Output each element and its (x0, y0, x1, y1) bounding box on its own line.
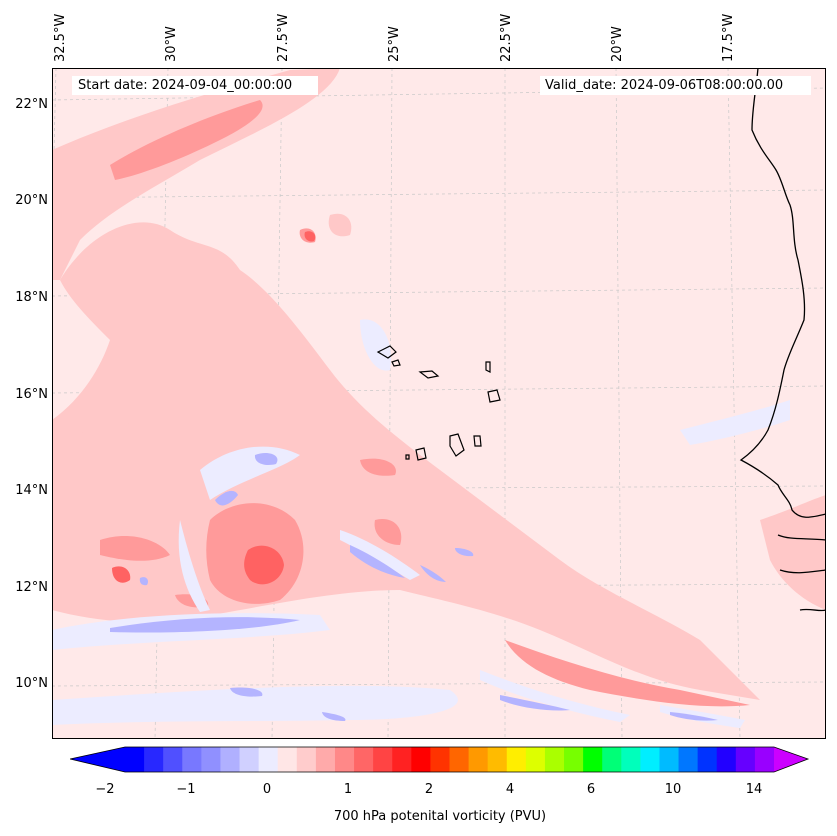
colorbar-cell (678, 747, 699, 772)
colorbar-cell (315, 747, 336, 772)
colorbar-max-extension (774, 747, 808, 772)
lat-label-20n: 20°N (15, 193, 48, 208)
lon-label-32-5w: 32.5°W (53, 13, 68, 62)
lon-label-22-5w: 22.5°W (499, 13, 514, 62)
colorbar-min-extension (70, 747, 125, 772)
coastline (739, 68, 826, 612)
pv-mid-blue-contours (110, 453, 718, 721)
colorbar-cell (583, 747, 603, 772)
colorbar-cell (125, 747, 145, 772)
colorbar-cell (296, 747, 317, 772)
lat-label-10n: 10°N (15, 676, 48, 691)
colorbar-cell (430, 747, 450, 772)
lon-label-20w: 20°W (610, 26, 625, 62)
colorbar-cell (602, 747, 622, 772)
colorbar-cell (564, 747, 584, 772)
lon-label-30w: 30°W (164, 26, 179, 62)
colorbar-cell (354, 747, 374, 772)
colorbar-tick: 10 (664, 782, 682, 797)
colorbar-cell (449, 747, 470, 772)
colorbar-cell (239, 747, 260, 772)
island-outlines (376, 345, 501, 461)
colorbar-tick: 0 (262, 782, 272, 797)
colorbar-tick: 14 (745, 782, 763, 797)
valid-date-label: Valid_date: 2024-09-06T08:00:00.00 (540, 76, 811, 95)
colorbar-tick: 2 (424, 782, 434, 797)
colorbar (70, 746, 810, 773)
colorbar-cell (220, 747, 241, 772)
start-date-label: Start date: 2024-09-04_00:00:00 (72, 76, 318, 95)
colorbar-cell (659, 747, 680, 772)
map-area (52, 68, 826, 739)
colorbar-tick: 4 (505, 782, 515, 797)
colorbar-cell (182, 747, 202, 772)
pv-contour-map (52, 68, 826, 739)
pv-light-blue-contours (52, 319, 790, 728)
lat-label-22n: 22°N (15, 97, 48, 112)
colorbar-cell (487, 747, 508, 772)
colorbar-cell (277, 747, 298, 772)
colorbar-cell (392, 747, 412, 772)
colorbar-cell (201, 747, 221, 772)
pv-strong-red-contours (112, 231, 316, 585)
colorbar-cell (697, 747, 718, 772)
lon-label-17-5w: 17.5°W (721, 13, 736, 62)
colorbar-cells (125, 747, 775, 772)
colorbar-cell (621, 747, 641, 772)
colorbar-cell (735, 747, 756, 772)
colorbar-cell (163, 747, 183, 772)
colorbar-cell (640, 747, 660, 772)
colorbar-cell (716, 747, 737, 772)
lat-label-12n: 12°N (15, 580, 48, 595)
colorbar-tick: −1 (176, 782, 196, 797)
colorbar-cell (544, 747, 565, 772)
colorbar-tick: 6 (586, 782, 596, 797)
colorbar-cell (506, 747, 527, 772)
colorbar-cell (144, 747, 164, 772)
colorbar-outline (70, 746, 810, 773)
lat-label-18n: 18°N (15, 290, 48, 305)
colorbar-label: 700 hPa potenital vorticity (PVU) (333, 809, 547, 824)
lat-label-14n: 14°N (15, 483, 48, 498)
colorbar-tick: −2 (95, 782, 115, 797)
colorbar-cell (373, 747, 393, 772)
lat-label-16n: 16°N (15, 387, 48, 402)
colorbar-tick: 1 (343, 782, 353, 797)
colorbar-cell (754, 747, 775, 772)
colorbar-cell (468, 747, 489, 772)
colorbar-cell (411, 747, 431, 772)
lon-label-27-5w: 27.5°W (276, 13, 291, 62)
colorbar-cell (258, 747, 279, 772)
colorbar-cell (525, 747, 546, 772)
colorbar-cell (334, 747, 355, 772)
lon-label-25w: 25°W (387, 26, 402, 62)
